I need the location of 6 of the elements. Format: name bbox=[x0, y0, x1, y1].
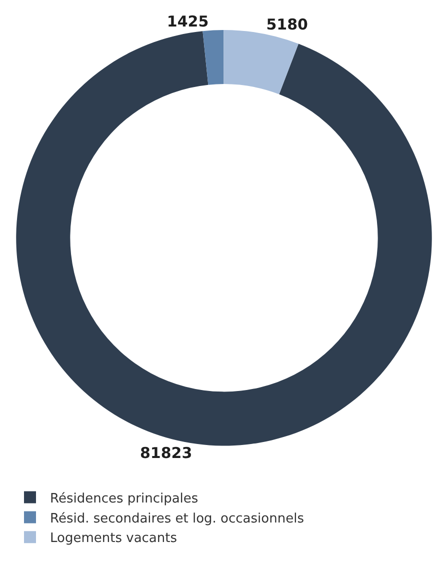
legend-label: Résid. secondaires et log. occasionnels bbox=[50, 511, 304, 526]
data-label: 5180 bbox=[266, 16, 308, 34]
data-label: 1425 bbox=[166, 12, 209, 30]
legend-label: Logements vacants bbox=[50, 531, 178, 546]
data-label: 81823 bbox=[140, 444, 192, 462]
legend-label: Résidences principales bbox=[50, 491, 198, 506]
